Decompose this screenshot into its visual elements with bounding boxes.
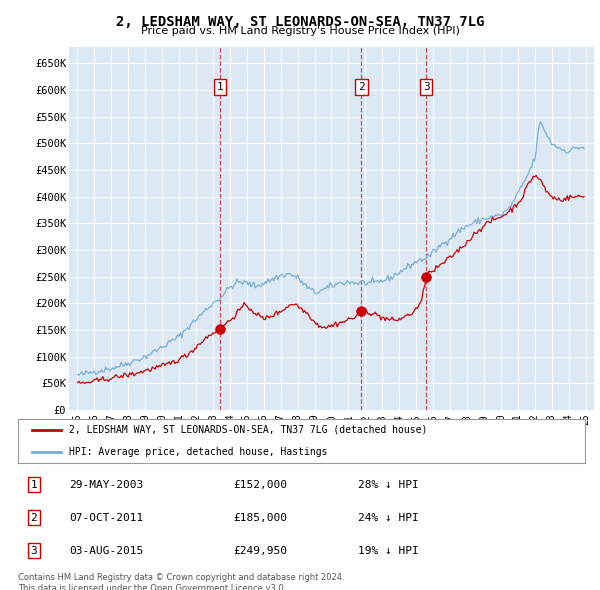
- Text: 2: 2: [31, 513, 37, 523]
- Text: Contains HM Land Registry data © Crown copyright and database right 2024.
This d: Contains HM Land Registry data © Crown c…: [18, 573, 344, 590]
- Text: 1: 1: [31, 480, 37, 490]
- Text: 3: 3: [423, 82, 430, 92]
- Text: 1: 1: [217, 82, 223, 92]
- Text: £185,000: £185,000: [233, 513, 287, 523]
- Text: 24% ↓ HPI: 24% ↓ HPI: [358, 513, 419, 523]
- Text: 28% ↓ HPI: 28% ↓ HPI: [358, 480, 419, 490]
- Text: 19% ↓ HPI: 19% ↓ HPI: [358, 546, 419, 556]
- Text: £152,000: £152,000: [233, 480, 287, 490]
- Text: 29-MAY-2003: 29-MAY-2003: [69, 480, 143, 490]
- Text: 2, LEDSHAM WAY, ST LEONARDS-ON-SEA, TN37 7LG (detached house): 2, LEDSHAM WAY, ST LEONARDS-ON-SEA, TN37…: [69, 425, 427, 435]
- Text: 3: 3: [31, 546, 37, 556]
- Text: Price paid vs. HM Land Registry's House Price Index (HPI): Price paid vs. HM Land Registry's House …: [140, 26, 460, 36]
- Text: 07-OCT-2011: 07-OCT-2011: [69, 513, 143, 523]
- Text: 2: 2: [358, 82, 365, 92]
- Text: HPI: Average price, detached house, Hastings: HPI: Average price, detached house, Hast…: [69, 447, 328, 457]
- Text: £249,950: £249,950: [233, 546, 287, 556]
- Text: 03-AUG-2015: 03-AUG-2015: [69, 546, 143, 556]
- Text: 2, LEDSHAM WAY, ST LEONARDS-ON-SEA, TN37 7LG: 2, LEDSHAM WAY, ST LEONARDS-ON-SEA, TN37…: [116, 15, 484, 29]
